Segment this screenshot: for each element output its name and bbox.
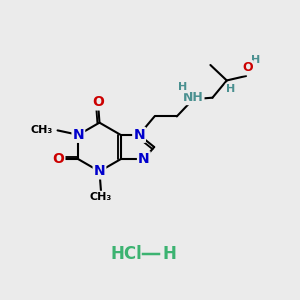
Text: H: H bbox=[251, 55, 260, 64]
Text: N: N bbox=[133, 128, 145, 142]
Text: NH: NH bbox=[183, 91, 203, 104]
Text: N: N bbox=[138, 152, 150, 166]
Text: O: O bbox=[92, 95, 104, 110]
Text: O: O bbox=[242, 61, 253, 74]
Text: H: H bbox=[162, 245, 176, 263]
Text: CH₃: CH₃ bbox=[31, 125, 53, 135]
Text: H: H bbox=[226, 84, 235, 94]
Text: H: H bbox=[178, 82, 188, 92]
Text: CH₃: CH₃ bbox=[90, 192, 112, 202]
Text: O: O bbox=[52, 152, 64, 166]
Text: N: N bbox=[73, 128, 84, 142]
Text: N: N bbox=[94, 164, 105, 178]
Text: HCl: HCl bbox=[110, 245, 142, 263]
Text: O: O bbox=[242, 61, 253, 74]
